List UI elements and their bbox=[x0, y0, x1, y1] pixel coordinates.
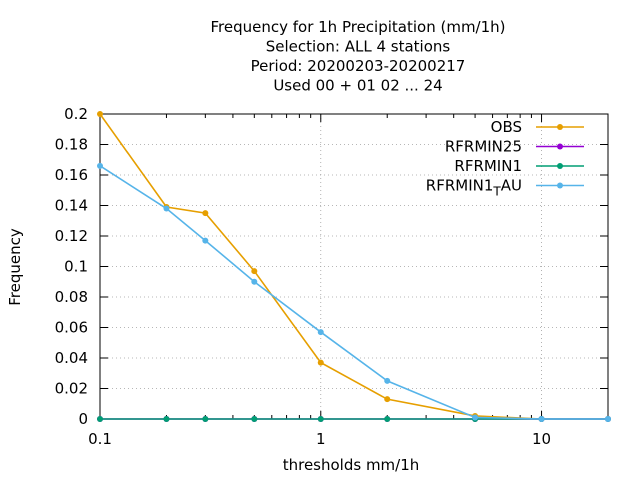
axis-ticks: 0 0.02 0.04 0.06 0.08 0.1 0.12 0.14 0.16 0.18 0.2 0… bbox=[55, 105, 609, 448]
title-line: Used 00 + 01 02 ... 24 bbox=[273, 77, 442, 95]
data-point bbox=[317, 359, 324, 366]
data-point bbox=[384, 396, 391, 403]
data-point bbox=[384, 377, 391, 384]
y-tick-label: 0.16 bbox=[55, 166, 88, 184]
y-tick-label: 0.08 bbox=[55, 288, 88, 306]
y-tick-label: 0 bbox=[78, 410, 88, 428]
y-tick-label: 0.18 bbox=[55, 136, 88, 154]
data-point bbox=[163, 205, 170, 212]
data-point bbox=[251, 278, 258, 285]
data-point bbox=[538, 416, 545, 422]
y-tick-label: 0.04 bbox=[55, 349, 88, 367]
y-tick-label: 0.1 bbox=[64, 258, 88, 276]
legend-marker bbox=[557, 143, 563, 150]
y-tick-label: 0.02 bbox=[55, 380, 88, 398]
data-point bbox=[97, 416, 103, 422]
x-tick-label: 10 bbox=[532, 430, 551, 448]
legend-label: OBS bbox=[491, 118, 522, 136]
data-point bbox=[605, 416, 611, 422]
data-point bbox=[202, 416, 209, 422]
legend-marker bbox=[557, 124, 563, 130]
data-point bbox=[472, 414, 479, 421]
legend-marker bbox=[557, 182, 563, 189]
series-line-1 bbox=[99, 113, 542, 420]
grid-lines bbox=[100, 114, 608, 419]
legend-marker bbox=[557, 163, 563, 169]
y-tick-label: 0.2 bbox=[64, 105, 88, 123]
y-tick-label: 0.12 bbox=[55, 227, 88, 245]
y-tick-label: 0.06 bbox=[55, 319, 88, 337]
legend-label: RFRMIN1TAU bbox=[426, 177, 522, 199]
x-tick-label: 0.1 bbox=[88, 430, 112, 448]
legend-label: RFRMIN1 bbox=[454, 157, 522, 175]
data-point bbox=[384, 416, 391, 422]
series-lines bbox=[97, 111, 611, 422]
title-line: Period: 20200203-20200217 bbox=[251, 57, 466, 75]
y-axis-label: Frequency bbox=[6, 228, 24, 306]
chart-title: Frequency for 1h Precipitation (mm/1h) Se… bbox=[210, 18, 505, 95]
x-tick-label: 1 bbox=[316, 430, 326, 448]
data-point bbox=[97, 162, 103, 169]
x-axis-label: thresholds mm/1h bbox=[283, 456, 420, 474]
data-point bbox=[251, 416, 258, 422]
data-point bbox=[202, 237, 209, 244]
data-point bbox=[97, 111, 103, 117]
data-point bbox=[317, 416, 324, 422]
legend-label: RFRMIN25 bbox=[445, 138, 522, 156]
data-point bbox=[251, 268, 258, 275]
data-point bbox=[202, 210, 209, 217]
data-point bbox=[317, 329, 324, 336]
data-point bbox=[163, 416, 170, 422]
y-tick-label: 0.14 bbox=[55, 197, 88, 215]
title-line: Selection: ALL 4 stations bbox=[266, 38, 451, 56]
title-line: Frequency for 1h Precipitation (mm/1h) bbox=[210, 18, 505, 36]
